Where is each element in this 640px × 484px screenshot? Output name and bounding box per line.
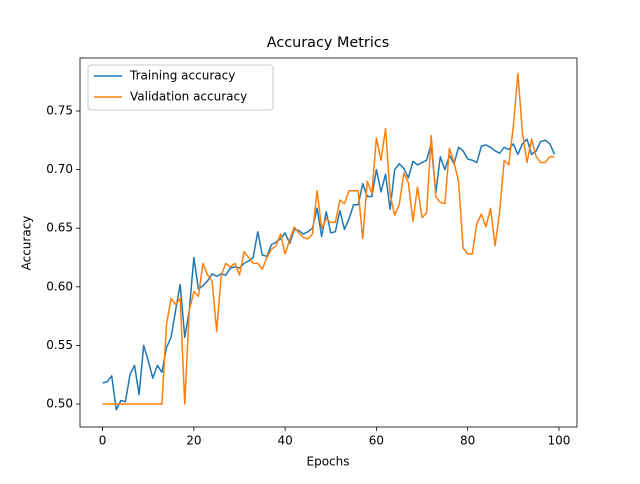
series-line	[102, 72, 555, 405]
y-tick-label: 0.70	[46, 162, 73, 176]
x-tick-label: 60	[369, 434, 384, 448]
chart-title: Accuracy Metrics	[267, 35, 390, 51]
x-tick-label: 0	[99, 434, 107, 448]
y-tick-label: 0.50	[46, 397, 73, 411]
y-tick-label: 0.75	[46, 103, 73, 117]
series-line	[102, 138, 556, 411]
x-tick-label: 20	[186, 434, 201, 448]
legend-label: Training accuracy	[129, 69, 235, 83]
x-tick-label: 40	[278, 434, 293, 448]
y-tick-label: 0.55	[46, 338, 73, 352]
legend-box	[87, 64, 274, 111]
y-tick-label: 0.60	[46, 279, 73, 293]
x-tick-label: 80	[460, 434, 475, 448]
legend-label: Validation accuracy	[130, 90, 247, 104]
x-axis-label: Epochs	[307, 455, 350, 469]
x-tick-label: 100	[548, 434, 571, 448]
y-tick-label: 0.65	[46, 221, 73, 235]
plot-frame	[79, 57, 578, 428]
y-axis-label: Accuracy	[20, 216, 34, 271]
